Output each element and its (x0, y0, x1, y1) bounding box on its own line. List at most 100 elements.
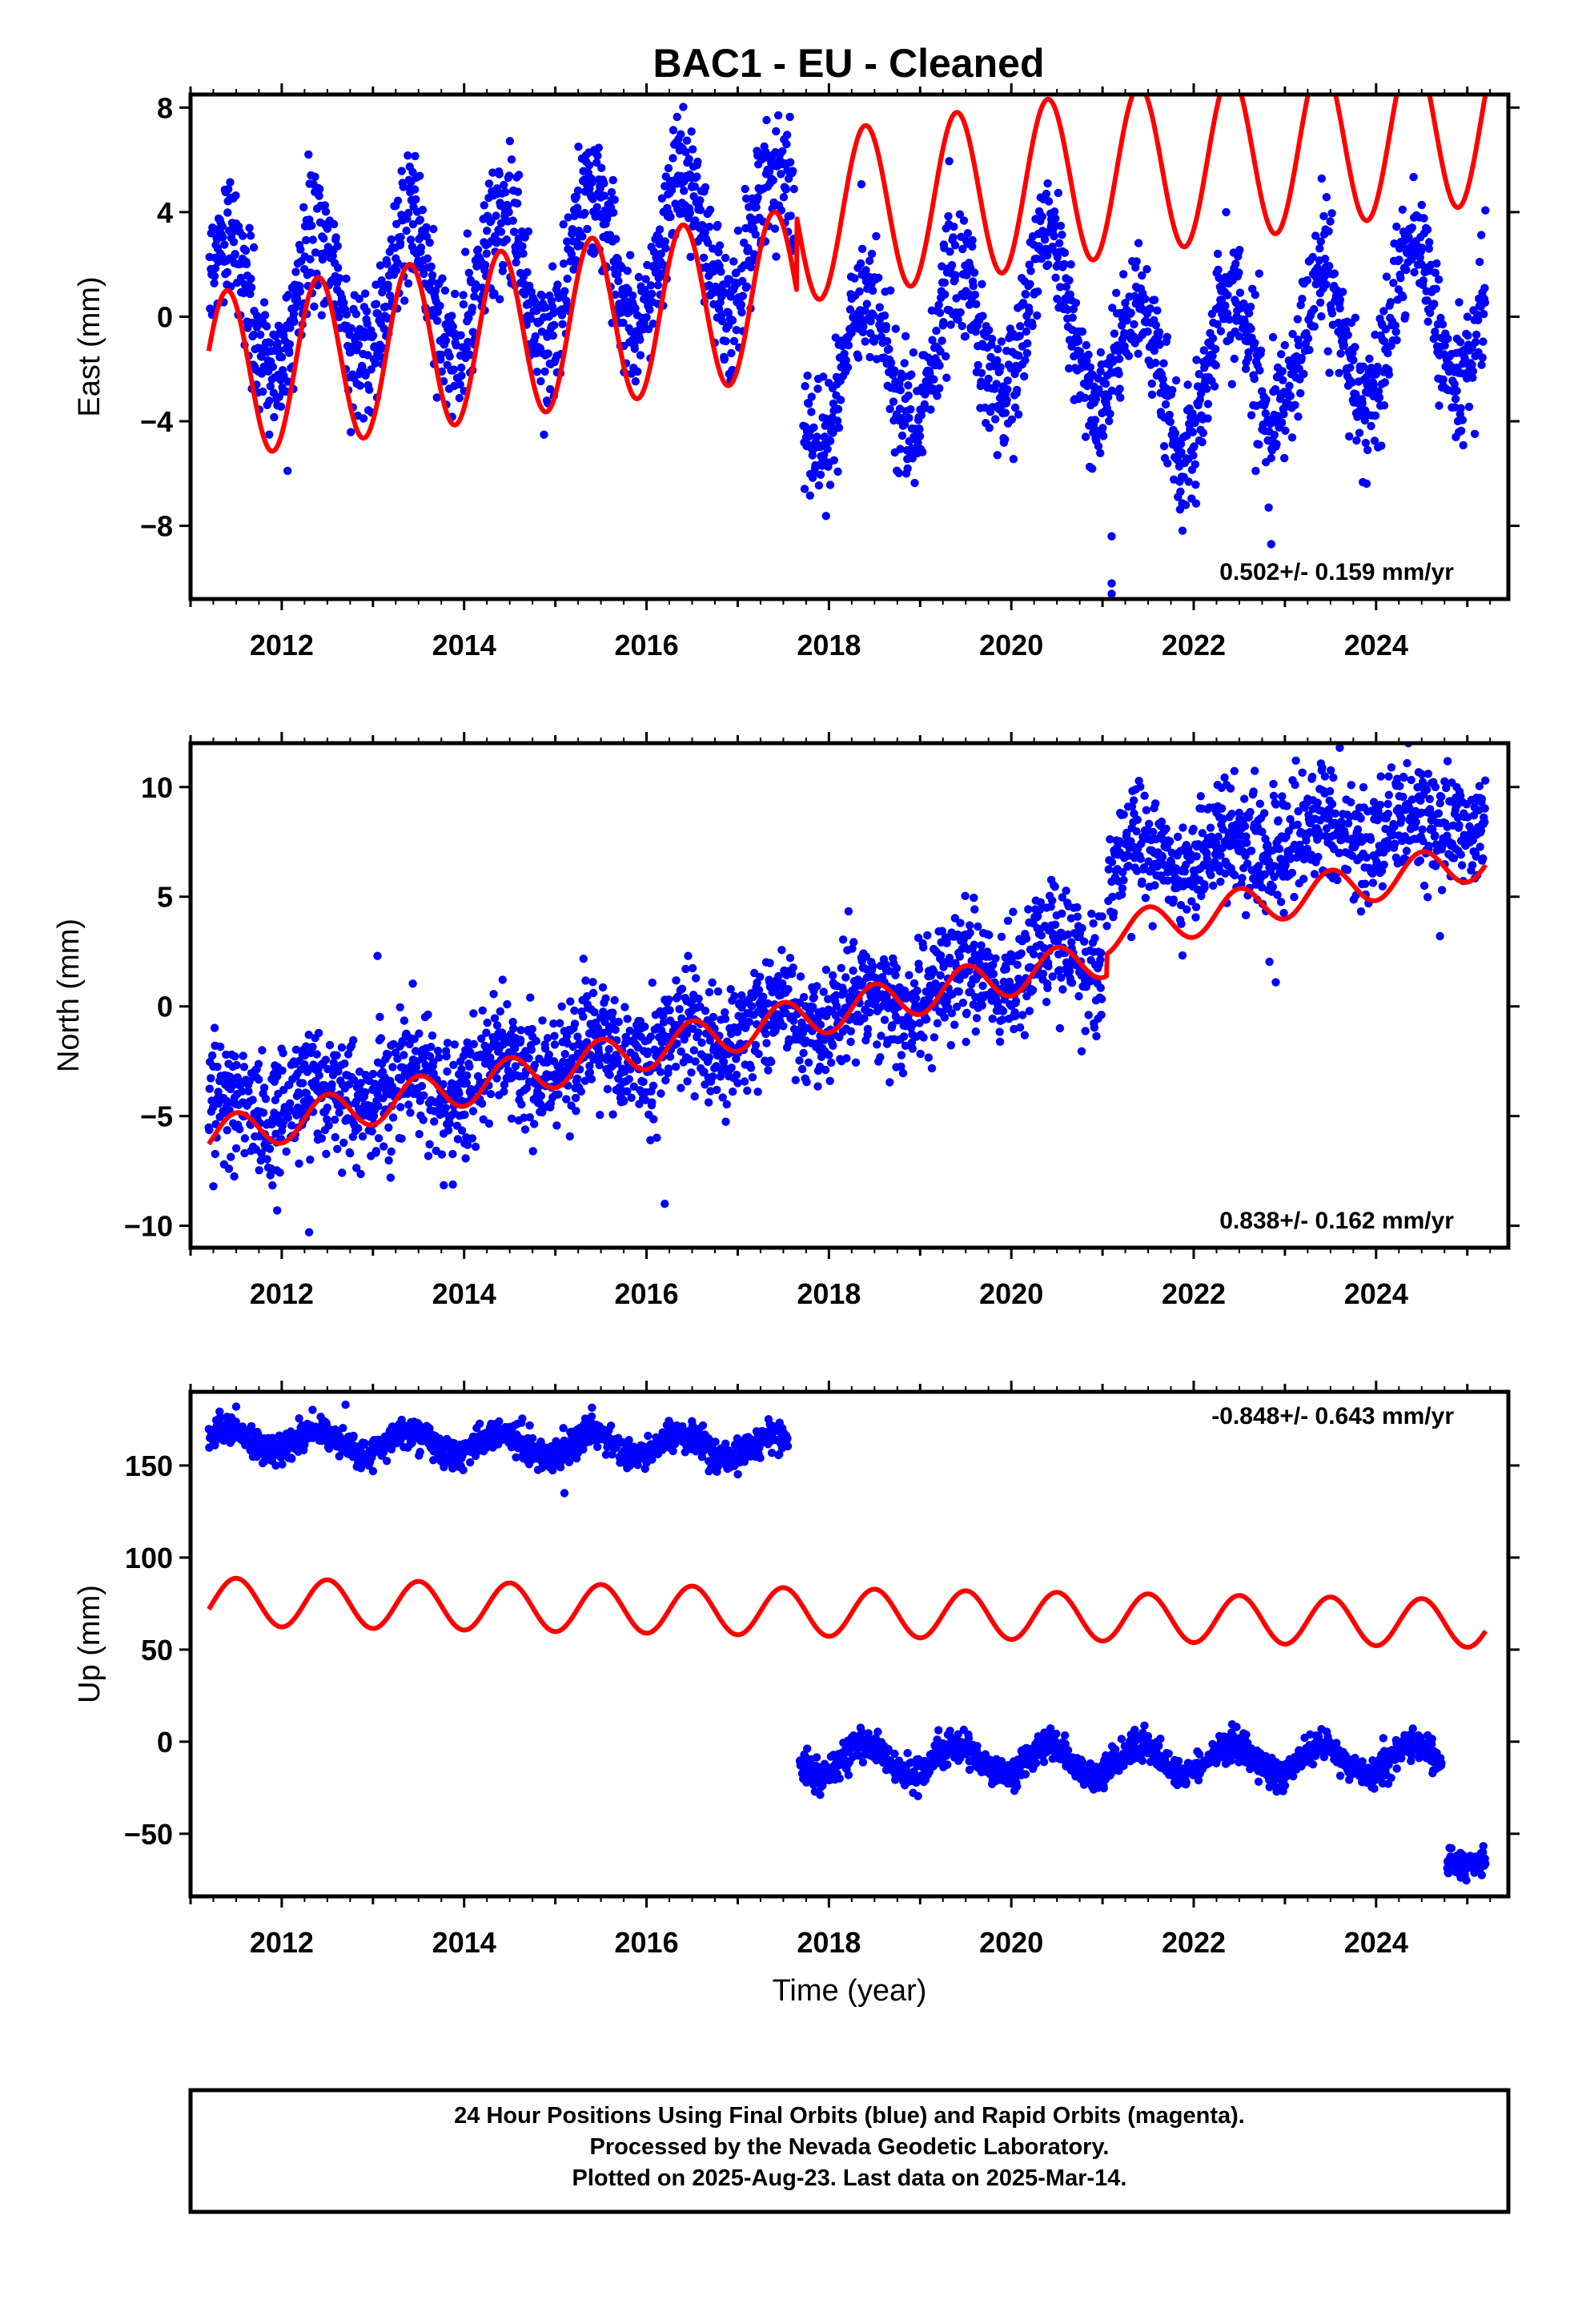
data-point (753, 193, 762, 202)
data-point (1319, 211, 1328, 221)
data-point (688, 963, 697, 973)
data-point (275, 346, 283, 355)
data-point (523, 267, 532, 277)
data-point (1028, 986, 1038, 995)
data-point (508, 1017, 517, 1027)
data-point (1459, 440, 1468, 450)
data-point (1106, 409, 1114, 418)
data-point (867, 249, 877, 259)
data-point (1278, 367, 1287, 376)
data-point (327, 1080, 336, 1089)
data-point (1443, 334, 1452, 344)
data-point (504, 207, 513, 217)
data-point (903, 464, 912, 473)
data-point (840, 349, 849, 358)
data-point (354, 1124, 363, 1133)
data-point (848, 944, 857, 953)
data-point (857, 244, 867, 253)
data-point (562, 296, 571, 305)
data-point (1320, 255, 1330, 263)
data-point (700, 1068, 709, 1076)
y-tick-label: −8 (140, 510, 173, 543)
data-point (1051, 273, 1060, 282)
data-point (1134, 239, 1143, 247)
data-point (1042, 251, 1052, 260)
data-point (1108, 304, 1117, 312)
data-point (1245, 309, 1254, 318)
data-point (365, 385, 374, 394)
data-point (470, 292, 479, 301)
data-point (876, 1053, 885, 1062)
data-point (1050, 207, 1059, 216)
data-point (1136, 782, 1145, 791)
data-point (241, 246, 251, 255)
data-point (205, 1125, 214, 1135)
data-point (441, 1104, 450, 1112)
data-point (462, 344, 471, 353)
data-point (356, 1169, 365, 1179)
data-point (422, 223, 431, 231)
data-point (712, 1062, 721, 1071)
data-point (440, 286, 450, 295)
data-point (460, 1110, 469, 1120)
data-point (1159, 442, 1169, 451)
data-point (208, 1051, 217, 1060)
data-point (291, 1045, 301, 1055)
data-point (869, 962, 877, 971)
data-point (1096, 983, 1106, 992)
data-point (384, 1123, 393, 1132)
data-point (1118, 321, 1126, 330)
data-point (1370, 436, 1379, 445)
data-point (1345, 432, 1354, 441)
data-point (564, 213, 572, 222)
data-point (1182, 431, 1191, 440)
data-point (417, 1082, 427, 1091)
data-point-outlier (1107, 532, 1116, 541)
data-point (1146, 304, 1154, 313)
data-point (436, 301, 444, 311)
data-point (938, 927, 947, 935)
data-point (720, 354, 729, 363)
data-point (984, 374, 993, 384)
data-point (588, 988, 598, 998)
data-point (411, 185, 420, 194)
data-point (789, 184, 798, 194)
data-point (483, 1018, 492, 1027)
data-point (1456, 426, 1466, 436)
data-point (863, 1024, 873, 1034)
data-point (246, 289, 255, 299)
data-point (778, 147, 787, 155)
data-point (742, 282, 752, 292)
data-point (425, 238, 434, 247)
data-point (1379, 401, 1389, 410)
data-point (920, 400, 930, 409)
data-point (1150, 296, 1159, 304)
data-point (255, 1166, 263, 1175)
data-point (1203, 400, 1213, 408)
data-point (1136, 854, 1146, 863)
data-point (861, 306, 869, 315)
data-point (290, 317, 299, 326)
data-point (1436, 313, 1445, 323)
data-point (1480, 298, 1490, 307)
data-point (1009, 907, 1018, 916)
data-point (578, 232, 587, 241)
data-point (538, 292, 547, 300)
data-point (885, 967, 894, 975)
data-point (1298, 295, 1307, 304)
data-point (216, 1042, 225, 1051)
data-point (690, 1092, 699, 1101)
data-point (991, 954, 1000, 963)
data-point (224, 1164, 234, 1173)
data-point (1078, 923, 1086, 933)
data-point (486, 1053, 495, 1062)
data-point (258, 1046, 267, 1055)
data-point (1098, 912, 1106, 921)
data-point (444, 1126, 453, 1135)
data-point (796, 972, 805, 981)
data-point (400, 1016, 409, 1025)
data-point (311, 172, 319, 181)
data-point (652, 1133, 661, 1142)
data-point (681, 147, 690, 157)
data-point (648, 1098, 656, 1107)
